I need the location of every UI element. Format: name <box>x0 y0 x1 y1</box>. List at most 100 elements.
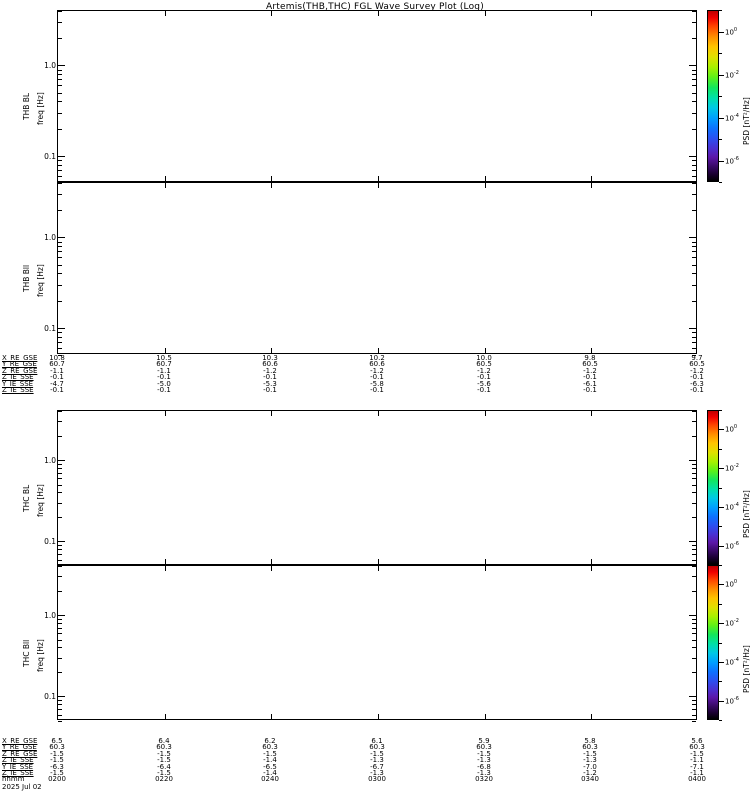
y-tick <box>58 639 62 641</box>
axis-value-column: 6.5 60.3 -1.5 -1.5 -6.3 -1.5 0200 <box>35 737 79 783</box>
y-tick <box>692 559 696 561</box>
panel-axis-label-thb-bl: freq [Hz] <box>36 92 45 125</box>
y-tick <box>692 622 696 624</box>
y-tick <box>58 169 62 171</box>
colorbar-tick-label: 100 <box>725 26 738 36</box>
spectrogram-panel-thb-bll[interactable]: 0.1 1.0 <box>44 182 697 356</box>
y-tick <box>692 647 696 649</box>
colorbar-tick-label: 10-2 <box>725 618 739 628</box>
axis-value: -0.1 <box>690 385 704 394</box>
colorbar-minor-tick <box>719 31 722 33</box>
y-tick <box>58 210 62 212</box>
y-tick <box>692 246 696 248</box>
y-tick <box>692 164 696 166</box>
colorbar-minor-tick <box>719 96 722 97</box>
colorbar-minor-tick <box>719 10 722 11</box>
axis-row-name: Z_RE_GSE <box>2 366 38 375</box>
x-tick <box>271 348 272 353</box>
y-tick <box>58 65 65 67</box>
axis-value: -0.1 <box>477 385 491 394</box>
y-tick <box>58 74 62 76</box>
colorbar-thb <box>707 10 719 182</box>
axis-value-column: 6.4 60.3 -1.5 -1.5 -6.4 -1.5 0220 <box>142 737 186 784</box>
panel-label-thb-bl: THB BL <box>22 92 31 120</box>
x-tick <box>591 566 592 571</box>
axis-value: 0220 <box>155 775 173 784</box>
colorbar-minor-tick <box>719 182 722 183</box>
x-tick <box>165 714 166 719</box>
spectrogram-panel-thc-bll[interactable]: 0.1 1.0 <box>44 565 697 722</box>
axis-value: 60.7 <box>49 360 65 369</box>
axis-value-column: 9.7 60.5 -1.2 -0.1 -6.3 -0.1 <box>675 354 719 394</box>
axis-row-name: Y_IE_SSE <box>2 379 34 388</box>
axis-value-column: 5.9 60.3 -1.5 -1.3 -6.8 -1.3 0320 <box>462 737 506 783</box>
colorbar-minor-tick <box>719 53 722 54</box>
axis-value: 9.7 <box>691 354 703 362</box>
y-tick <box>689 615 696 617</box>
axis-value-column: 5.8 60.3 -1.5 -1.3 -7.0 -1.2 0340 <box>568 737 612 784</box>
axis-value: -1.5 <box>157 749 171 758</box>
axis-value: -7.1 <box>690 762 704 771</box>
colorbar-tick-label: 10-4 <box>725 501 739 512</box>
axis-value: -1.2 <box>370 366 384 375</box>
y-tick <box>689 237 696 239</box>
y-tick <box>692 112 696 114</box>
y-tick <box>692 554 696 556</box>
spectrogram-panel-thb-bl[interactable]: 0.1 1.0 <box>44 10 697 184</box>
x-tick <box>591 411 592 416</box>
colorbar-minor-tick <box>719 642 722 644</box>
panel-label-thb-bll: THB Bll <box>22 264 31 292</box>
y-tick <box>692 69 696 71</box>
axis-value: -5.0 <box>157 379 171 388</box>
y-tick <box>692 545 696 547</box>
colorbar-thc-bl <box>707 410 719 565</box>
y-tick <box>58 246 62 248</box>
axis-value: 10.5 <box>156 354 172 362</box>
y-tick <box>58 721 62 722</box>
spectrogram-panel-thc-bl[interactable]: 0.1 1.0 <box>44 410 697 567</box>
axis-value: -6.8 <box>477 762 491 771</box>
x-tick <box>378 176 379 181</box>
axis-value: -1.5 <box>157 768 171 777</box>
axis-value: 0340 <box>581 775 599 784</box>
y-tick <box>58 155 65 157</box>
x-tick <box>378 566 379 571</box>
y-tick <box>692 709 696 711</box>
y-tick <box>692 331 696 333</box>
x-tick <box>378 11 379 16</box>
axis-value: -1.1 <box>690 768 704 777</box>
y-tick <box>58 159 62 161</box>
x-tick <box>485 183 486 188</box>
y-tick-label: 1.0 <box>44 611 56 621</box>
lower-axis-row-names: X_RE_GSE Y_RE_GSE Z_RE_GSE Z_IE_SSE Y_IE_SSE… <box>2 738 38 784</box>
y-tick <box>692 421 696 423</box>
axis-value: 60.3 <box>49 743 65 752</box>
y-tick <box>692 472 696 474</box>
x-tick <box>591 348 592 353</box>
axis-value: -1.2 <box>583 768 597 777</box>
axis-value: 10.0 <box>476 354 492 362</box>
axis-row-name-time: hhmm <box>2 775 25 784</box>
y-tick <box>58 492 62 494</box>
axis-value: -1.5 <box>157 756 171 765</box>
y-tick <box>692 159 696 161</box>
axis-row-name: Z_RE_GSE <box>2 749 38 758</box>
axis-value: 6.5 <box>51 737 63 745</box>
axis-value: 60.3 <box>262 743 278 752</box>
y-tick <box>692 704 696 706</box>
axis-value: -1.5 <box>50 768 64 777</box>
y-tick <box>58 164 62 166</box>
axis-value: -0.1 <box>157 373 171 382</box>
axis-value-column: 6.1 60.3 -1.5 -1.3 -6.7 -1.3 0300 <box>355 737 399 783</box>
axis-value: -1.2 <box>690 366 704 375</box>
y-tick <box>692 492 696 494</box>
axis-value: 10.3 <box>262 354 278 362</box>
colorbar-tick-label: 10-4 <box>725 112 739 122</box>
axis-value: -7.0 <box>583 762 597 771</box>
x-tick <box>165 348 166 353</box>
axis-value: -1.5 <box>50 749 64 758</box>
y-tick <box>692 11 696 12</box>
colorbar-minor-tick <box>719 623 722 625</box>
x-tick <box>591 176 592 181</box>
axis-value: 60.3 <box>476 743 492 752</box>
